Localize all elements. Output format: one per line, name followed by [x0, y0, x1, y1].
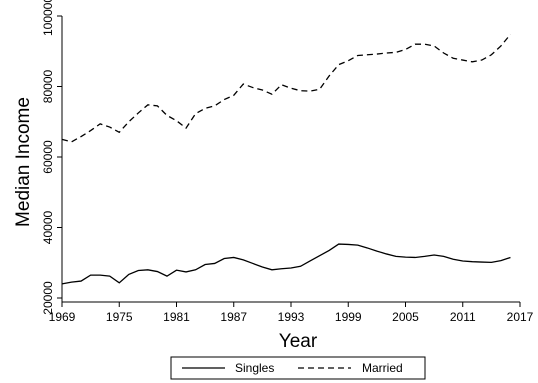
legend: Singles Married — [170, 356, 426, 380]
x-tick-label: 2005 — [392, 310, 419, 324]
axes: 20000 40000 60000 80000 100000 1969 1975 1981 19… — [41, 0, 534, 324]
x-axis-title: Year — [279, 331, 318, 352]
legend-label-married: Married — [362, 361, 403, 375]
x-tick-label: 1975 — [106, 310, 133, 324]
y-tick-label: 100000 — [41, 0, 55, 36]
y-tick-label: 40000 — [41, 210, 55, 244]
y-tick-label: 20000 — [41, 281, 55, 315]
x-tick-label: 1999 — [335, 310, 362, 324]
x-tick-label: 1981 — [163, 310, 190, 324]
x-tick-label: 1969 — [49, 310, 76, 324]
series-line-singles — [61, 243, 511, 285]
legend-label-singles: Singles — [235, 361, 274, 375]
x-tick-label: 1987 — [220, 310, 247, 324]
x-tick-label: 2017 — [507, 310, 534, 324]
x-tick-label: 1993 — [278, 310, 305, 324]
y-axis-title: Median Income — [13, 97, 34, 227]
series-line-married — [61, 33, 511, 143]
y-tick-label: 60000 — [41, 140, 55, 174]
y-tick-label: 80000 — [41, 69, 55, 103]
series-layer — [61, 33, 511, 285]
x-tick-label: 2011 — [450, 310, 476, 324]
